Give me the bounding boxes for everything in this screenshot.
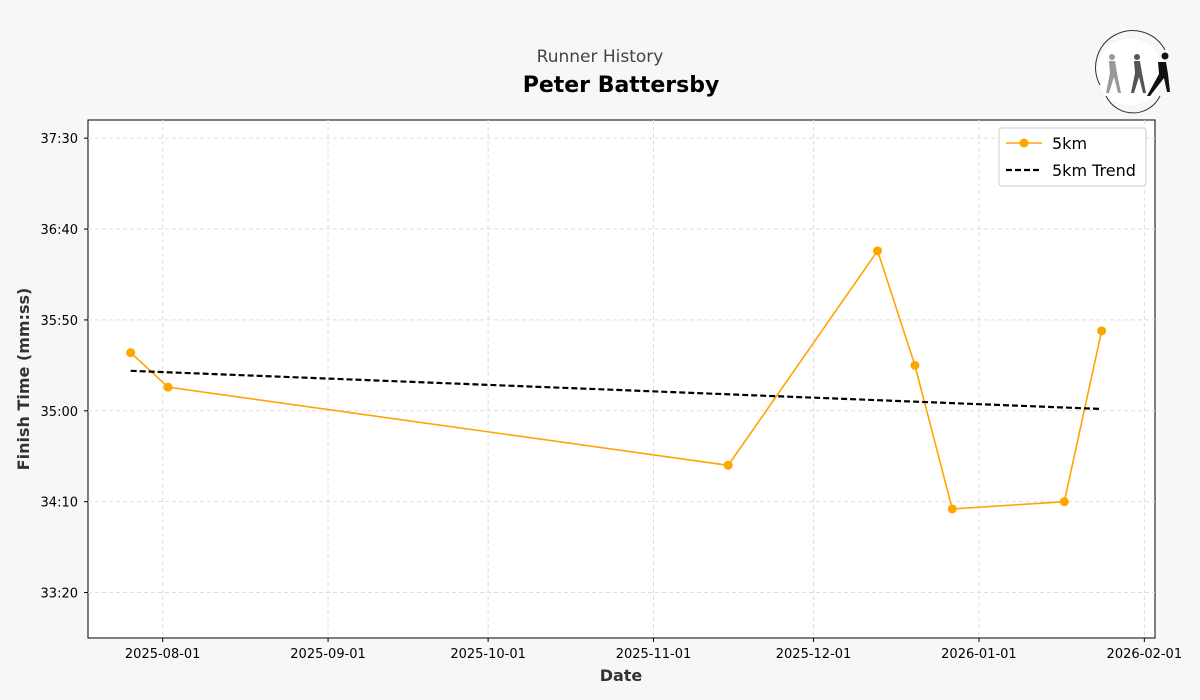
data-point <box>1097 326 1107 336</box>
x-tick-label: 2026-02-01 <box>1107 647 1183 662</box>
x-axis-label: Date <box>600 666 643 685</box>
data-point <box>723 460 733 470</box>
y-tick-label: 33:20 <box>41 587 78 602</box>
x-tick-label: 2026-01-01 <box>941 647 1017 662</box>
x-tick-label: 2025-11-01 <box>616 647 692 662</box>
plot-area <box>87 119 1156 639</box>
data-point <box>910 360 920 370</box>
x-tick-label: 2025-08-01 <box>125 647 201 662</box>
series-line-5km <box>130 249 1103 510</box>
y-tick-label: 35:00 <box>41 405 78 420</box>
chart-title: Peter Battersby <box>522 73 720 98</box>
logo <box>1095 30 1170 114</box>
data-point <box>1059 497 1069 507</box>
data-point <box>126 348 136 358</box>
legend-label-trend: 5km Trend <box>1052 161 1136 180</box>
data-point <box>947 504 957 514</box>
legend-label-5km: 5km <box>1052 134 1087 153</box>
y-tick-label: 37:30 <box>41 132 78 147</box>
y-tick-label: 35:50 <box>41 314 78 329</box>
x-tick-label: 2025-12-01 <box>776 647 852 662</box>
y-tick-label: 34:10 <box>41 496 78 511</box>
y-tick-label: 36:40 <box>41 223 78 238</box>
x-tick-label: 2025-09-01 <box>290 647 366 662</box>
y-axis-label: Finish Time (mm:ss) <box>14 288 33 471</box>
chart-subtitle: Runner History <box>536 47 664 67</box>
legend-marker-5km <box>1019 138 1029 148</box>
data-point <box>163 382 173 392</box>
x-tick-label: 2025-10-01 <box>450 647 526 662</box>
legend: 5km 5km Trend <box>998 127 1147 187</box>
data-point <box>873 246 883 256</box>
